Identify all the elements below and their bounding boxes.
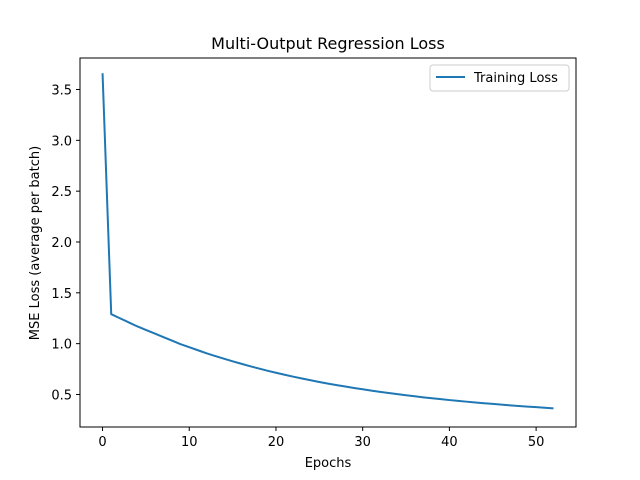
- axes-frame: [79, 57, 577, 428]
- legend-label: Training Loss: [473, 71, 558, 86]
- y-tick-label: 0.5: [51, 388, 72, 403]
- chart-title: Multi-Output Regression Loss: [211, 34, 445, 53]
- legend: Training Loss: [429, 64, 570, 92]
- x-axis-label: Epochs: [305, 456, 352, 471]
- y-tick-label: 2.5: [51, 185, 72, 200]
- y-tick-label: 1.0: [51, 338, 72, 353]
- x-tick-label: 10: [181, 435, 198, 450]
- y-tick-label: 3.0: [51, 134, 72, 149]
- x-tick-label: 40: [441, 435, 458, 450]
- y-tick-label: 3.5: [51, 84, 72, 99]
- y-tick-label: 1.5: [51, 287, 72, 302]
- tick-group: 0 10 20 30 40 50 0.5 1.0 1.5 2.0 2.5 3.0 3.5: [51, 84, 544, 450]
- y-axis-label: MSE Loss (average per batch): [28, 146, 43, 340]
- x-tick-label: 0: [98, 435, 106, 450]
- x-tick-label: 50: [528, 435, 545, 450]
- plot-area: [101, 73, 554, 410]
- series-line-training-loss: [101, 73, 554, 410]
- x-tick-label: 20: [268, 435, 285, 450]
- x-tick-label: 30: [354, 435, 371, 450]
- legend-box: [429, 64, 570, 92]
- y-tick-label: 2.0: [51, 236, 72, 251]
